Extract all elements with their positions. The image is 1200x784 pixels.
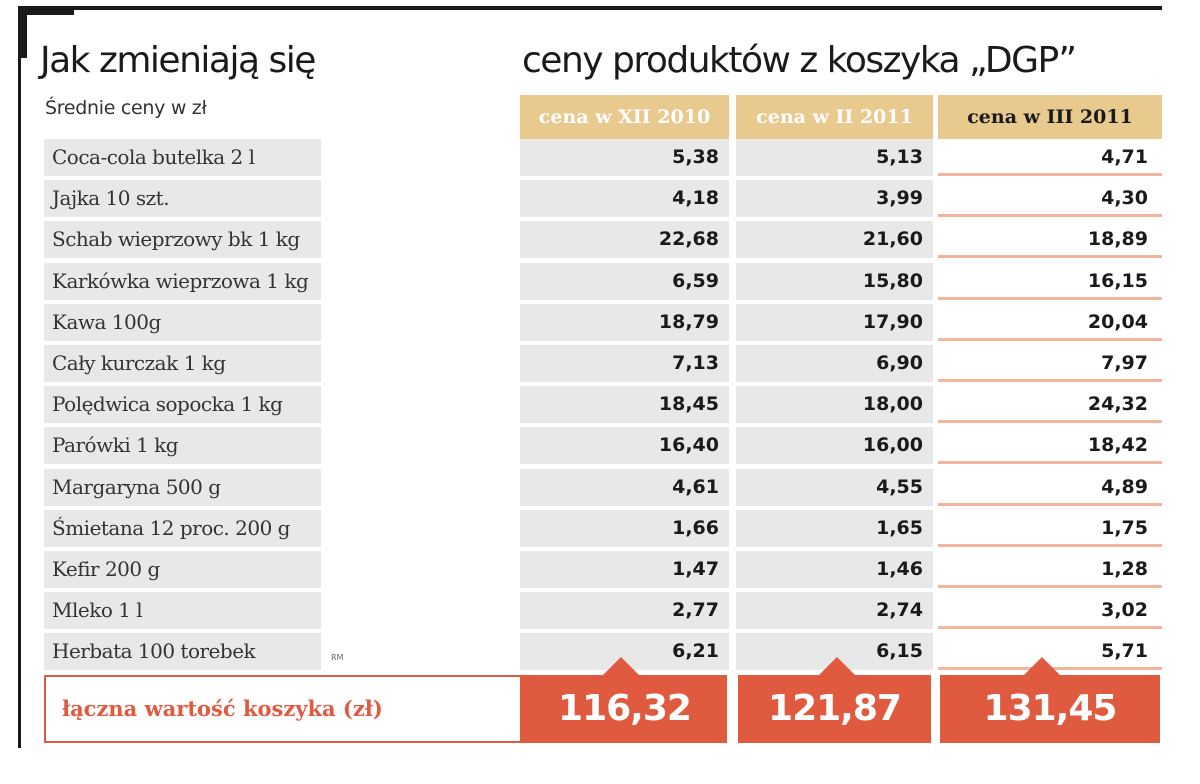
price-value: 20,04 — [938, 304, 1162, 341]
price-value: 3,02 — [938, 592, 1162, 629]
column-header: cena w III 2011 — [938, 95, 1162, 150]
price-value: 18,89 — [938, 221, 1162, 258]
price-value: 7,13 — [520, 345, 729, 382]
total-label: łączna wartość koszyka (zł) — [44, 675, 522, 743]
column-header-label: cena w XII 2010 — [538, 106, 711, 128]
product-name: Herbata 100 torebek — [44, 633, 321, 670]
price-value: 17,90 — [736, 304, 933, 341]
price-value: 16,15 — [938, 263, 1162, 300]
price-value: 18,00 — [736, 386, 933, 423]
column-header-label: cena w II 2011 — [756, 106, 913, 128]
price-value: 4,71 — [938, 139, 1162, 176]
price-value: 5,13 — [736, 139, 933, 176]
product-name: Mleko 1 l — [44, 592, 321, 629]
title-part-2: ceny produktów z koszyka „DGP” — [522, 40, 1077, 81]
total-value: 121,87 — [738, 657, 931, 743]
title-part-1: Jak zmieniają się — [40, 40, 316, 81]
product-name: Śmietana 12 proc. 200 g — [44, 510, 321, 547]
price-value: 16,00 — [736, 427, 933, 464]
price-value: 2,74 — [736, 592, 933, 629]
source-mark: RM — [331, 653, 344, 662]
price-value: 1,65 — [736, 510, 933, 547]
total-value-text: 131,45 — [983, 688, 1118, 729]
price-value: 4,89 — [938, 469, 1162, 506]
subtitle: Średnie ceny w zł — [45, 97, 207, 119]
price-value: 4,55 — [736, 469, 933, 506]
price-value: 4,18 — [520, 180, 729, 217]
column-header-label: cena w III 2011 — [967, 106, 1133, 128]
total-value: 116,32 — [522, 657, 727, 743]
total-pointer — [819, 657, 855, 675]
price-value: 18,45 — [520, 386, 729, 423]
total-pointer — [603, 657, 639, 675]
product-name: Cały kurczak 1 kg — [44, 345, 321, 382]
product-name: Schab wieprzowy bk 1 kg — [44, 221, 321, 258]
price-value: 16,40 — [520, 427, 729, 464]
product-name: Jajka 10 szt. — [44, 180, 321, 217]
product-name: Kawa 100g — [44, 304, 321, 341]
product-name: Margaryna 500 g — [44, 469, 321, 506]
product-name: Coca-cola butelka 2 l — [44, 139, 321, 176]
price-value: 18,79 — [520, 304, 729, 341]
price-value: 6,90 — [736, 345, 933, 382]
product-name: Polędwica sopocka 1 kg — [44, 386, 321, 423]
price-value: 1,75 — [938, 510, 1162, 547]
frame-corner-tab-vertical — [18, 6, 27, 58]
price-value: 6,59 — [520, 263, 729, 300]
price-value: 1,66 — [520, 510, 729, 547]
price-value: 22,68 — [520, 221, 729, 258]
price-value: 5,38 — [520, 139, 729, 176]
product-name: Karkówka wieprzowa 1 kg — [44, 263, 321, 300]
price-value: 3,99 — [736, 180, 933, 217]
price-value: 1,28 — [938, 551, 1162, 588]
price-value: 15,80 — [736, 263, 933, 300]
frame-left-border — [18, 6, 21, 748]
total-pointer — [1024, 657, 1060, 675]
column-header: cena w II 2011 — [736, 95, 933, 150]
price-value: 7,97 — [938, 345, 1162, 382]
price-value: 1,46 — [736, 551, 933, 588]
frame-top-border — [18, 6, 1162, 10]
price-value: 21,60 — [736, 221, 933, 258]
total-value-text: 121,87 — [768, 688, 902, 729]
price-value: 2,77 — [520, 592, 729, 629]
total-value-text: 116,32 — [558, 688, 692, 729]
product-name: Kefir 200 g — [44, 551, 321, 588]
price-value: 24,32 — [938, 386, 1162, 423]
price-value: 1,47 — [520, 551, 729, 588]
price-value: 18,42 — [938, 427, 1162, 464]
price-value: 4,61 — [520, 469, 729, 506]
product-name: Parówki 1 kg — [44, 427, 321, 464]
price-value: 6,15 — [736, 633, 933, 670]
price-value: 4,30 — [938, 180, 1162, 217]
column-header: cena w XII 2010 — [520, 95, 729, 150]
frame-corner-tab — [18, 6, 74, 15]
total-value: 131,45 — [940, 657, 1160, 743]
